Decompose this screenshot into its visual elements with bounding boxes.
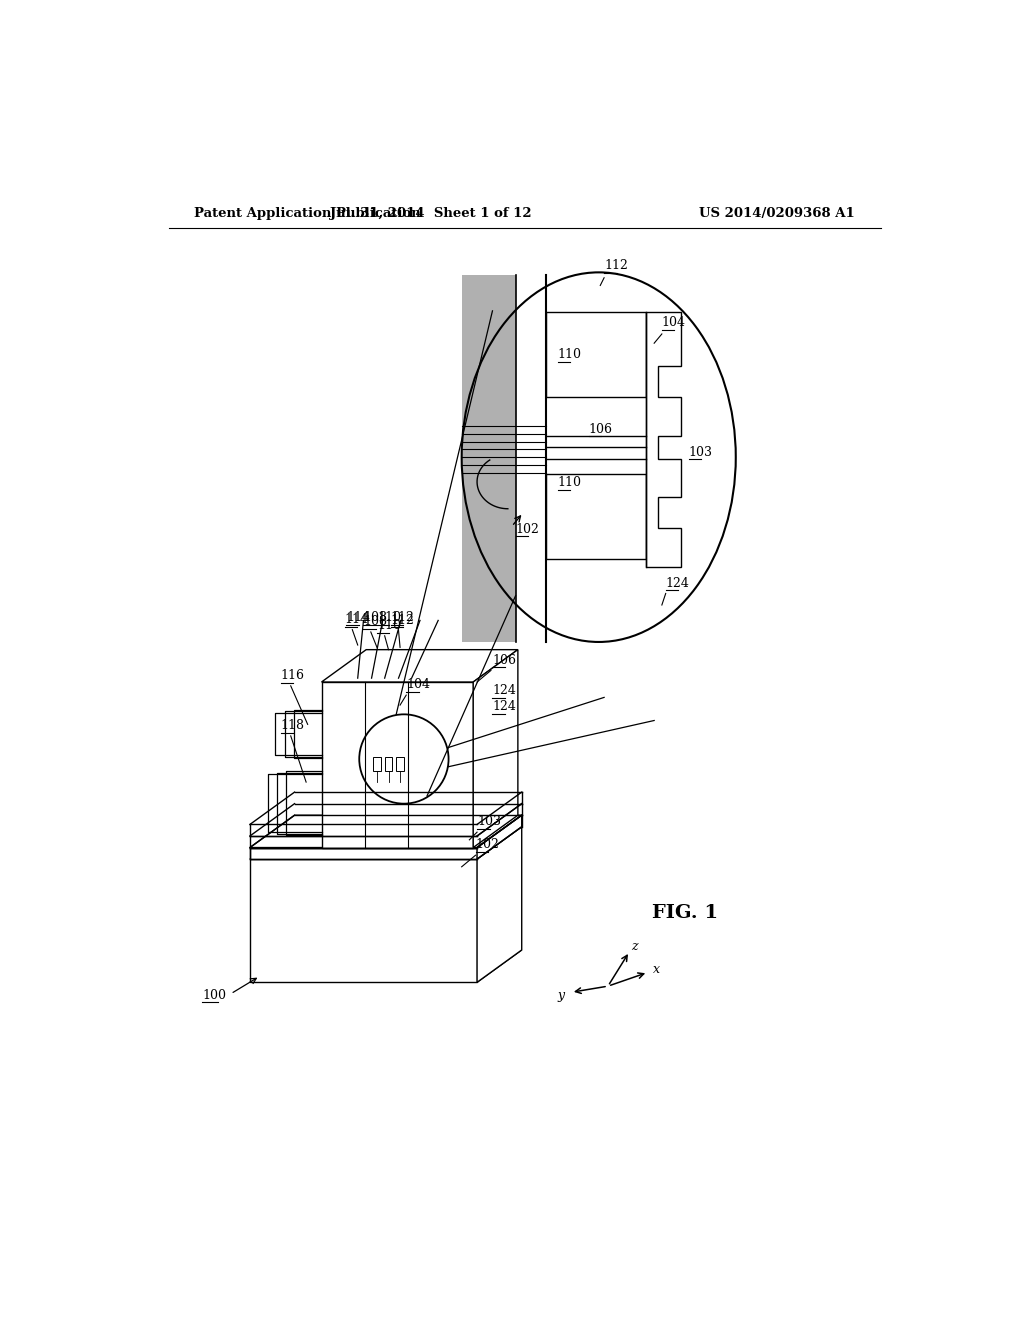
Text: 102: 102 [475,838,500,851]
Text: 110: 110 [377,619,401,632]
Text: Jul. 31, 2014  Sheet 1 of 12: Jul. 31, 2014 Sheet 1 of 12 [330,207,531,220]
Polygon shape [477,826,521,982]
Text: 112: 112 [604,259,628,272]
Polygon shape [250,859,477,982]
Polygon shape [250,816,521,847]
Bar [396,756,403,771]
Text: 104: 104 [407,678,430,692]
Polygon shape [250,826,521,859]
Bar [385,756,392,771]
Text: 118: 118 [281,719,305,733]
Text: 124: 124 [493,700,516,713]
Text: 112: 112 [391,614,415,627]
Text: 108: 108 [364,615,387,628]
Text: 103: 103 [689,446,713,459]
Text: 106: 106 [493,653,516,667]
Text: US 2014/0209368 A1: US 2014/0209368 A1 [699,207,855,220]
Text: 110: 110 [558,477,582,490]
Text: z: z [631,940,638,953]
Text: 116: 116 [281,669,305,682]
Text: 114: 114 [345,612,369,626]
Text: 110: 110 [558,348,582,360]
Bar [547,474,646,558]
Polygon shape [250,847,477,859]
Text: 106: 106 [589,422,612,436]
Bar [547,313,646,397]
Text: 100: 100 [202,989,226,1002]
Text: 124: 124 [493,684,516,697]
Polygon shape [473,649,518,847]
Text: 112: 112 [391,611,415,624]
Text: Patent Application Publication: Patent Application Publication [194,207,421,220]
Text: 104: 104 [662,317,686,330]
Text: x: x [652,962,659,975]
Ellipse shape [462,272,736,642]
Text: 108: 108 [364,611,387,624]
Polygon shape [322,649,518,682]
Text: 124: 124 [666,577,689,590]
Text: 114: 114 [346,611,370,624]
Text: 103: 103 [477,816,501,829]
Polygon shape [322,682,473,847]
Text: 102: 102 [515,523,540,536]
Polygon shape [462,276,515,642]
Text: FIG. 1: FIG. 1 [652,904,718,921]
Text: y: y [558,989,565,1002]
Polygon shape [477,816,521,859]
Polygon shape [250,950,521,982]
Text: 110: 110 [377,611,401,624]
Polygon shape [646,313,681,566]
Bar [373,756,381,771]
